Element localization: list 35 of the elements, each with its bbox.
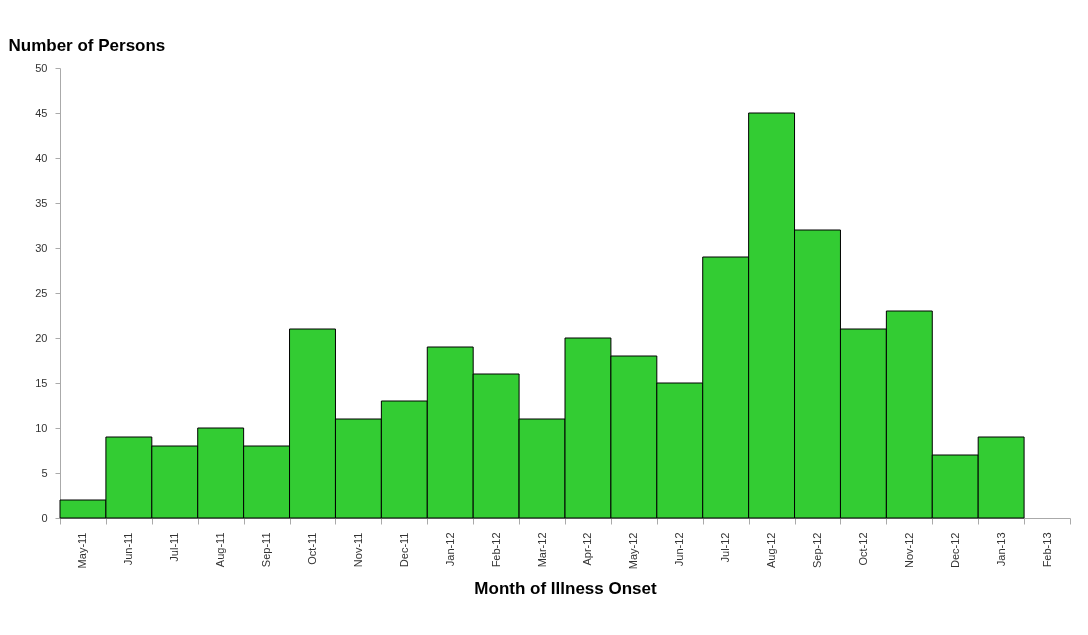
x-tick-label: Mar-12 [535, 532, 548, 568]
y-tick-label: 35 [35, 196, 48, 209]
y-tick-label: 15 [35, 376, 48, 389]
x-tick-label: Nov-11 [351, 532, 364, 568]
x-tick-label: Dec-11 [397, 532, 410, 568]
x-tick-label: Jan-13 [994, 532, 1007, 567]
y-tick-label: 10 [35, 421, 48, 434]
x-tick-label: Oct-11 [306, 532, 318, 565]
x-tick-label: Aug-11 [214, 532, 227, 568]
x-tick-label: Dec-12 [948, 532, 961, 568]
x-tick-label: Aug-12 [765, 532, 778, 568]
y-tick-label: 25 [35, 286, 48, 299]
y-tick-label: 40 [35, 151, 48, 164]
y-axis-title: Number of Persons [8, 35, 166, 55]
x-tick-label: Jul-11 [168, 532, 181, 562]
x-tick-label: Oct-12 [856, 532, 869, 566]
x-tick-label: Jan-12 [443, 532, 456, 567]
y-tick-label: 50 [35, 61, 48, 74]
y-tick-label: 20 [35, 331, 48, 344]
x-tick-label: May-12 [627, 532, 640, 570]
x-tick-label: Apr-12 [581, 532, 594, 566]
x-axis-title: Month of Illness Onset [474, 579, 657, 599]
x-tick-label: Feb-12 [489, 532, 502, 568]
y-tick-label: 45 [35, 106, 48, 119]
x-tick-label: Jun-12 [673, 532, 686, 567]
x-tick-label: Jul-12 [719, 532, 732, 563]
x-tick-label: May-11 [76, 532, 89, 569]
y-tick-label: 5 [41, 466, 48, 479]
x-tick-label: Sep-12 [811, 532, 823, 568]
y-tick-label: 30 [35, 241, 48, 254]
x-tick-label: Nov-12 [902, 532, 915, 568]
x-tick-label: Jun-11 [122, 532, 135, 566]
x-tick-label: Feb-13 [1040, 532, 1053, 568]
y-tick-label: 0 [41, 511, 48, 524]
x-tick-label: Sep-11 [260, 532, 273, 568]
